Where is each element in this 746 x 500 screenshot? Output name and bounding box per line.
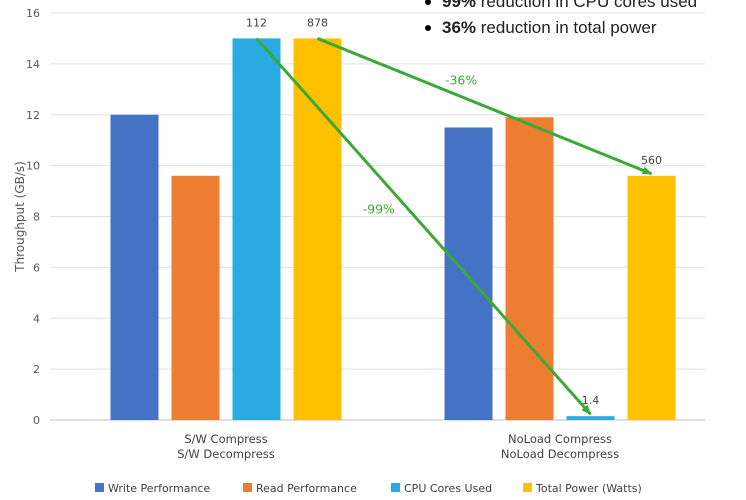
y-tick-label: 10 — [26, 160, 40, 173]
y-tick-label: 2 — [33, 363, 40, 376]
bullet-text: reduction in CPU cores used — [476, 0, 697, 11]
bullet-emphasis: 36% — [442, 18, 476, 37]
gridlines — [50, 12, 705, 421]
annotations: -99% -36% — [255, 37, 653, 416]
y-tick-label: 16 — [26, 7, 40, 20]
bar — [566, 416, 615, 420]
change-annotation-label: -36% — [445, 73, 477, 88]
y-tick-label: 12 — [26, 109, 40, 122]
data-labels: 112 1.4 878 560 — [246, 16, 662, 407]
data-label: 560 — [641, 154, 662, 167]
legend-swatch — [391, 483, 400, 492]
y-axis-label: Throughput (GB/s) — [13, 161, 27, 273]
bar — [444, 127, 493, 420]
change-annotation-label: -99% — [363, 202, 395, 217]
bullet-note: 99% reduction in CPU cores used — [442, 0, 697, 11]
y-tick-label: 8 — [33, 211, 40, 224]
category-label: NoLoad Decompress — [501, 447, 619, 461]
category-label: S/W Decompress — [177, 447, 275, 461]
bullet-dot — [425, 25, 431, 31]
bars — [110, 38, 676, 420]
bar — [232, 38, 281, 420]
y-tick-label: 4 — [33, 312, 40, 325]
bar — [627, 175, 676, 420]
legend-label: CPU Cores Used — [404, 482, 492, 495]
legend-swatch — [95, 483, 104, 492]
bullet-emphasis: 99% — [442, 0, 476, 11]
bullet-note: 36% reduction in total power — [442, 18, 657, 37]
change-arrow — [316, 37, 653, 176]
legend-label: Write Performance — [108, 482, 210, 495]
y-tick-label: 0 — [33, 414, 40, 427]
bar — [293, 38, 342, 420]
legend: Write Performance Read Performance CPU Cor… — [95, 482, 642, 495]
change-arrow — [255, 37, 592, 416]
bullet-text: reduction in total power — [476, 18, 657, 37]
data-label: 878 — [307, 16, 328, 29]
legend-swatch — [243, 483, 252, 492]
y-axis-ticks: 0 2 4 6 8 10 12 14 16 — [26, 7, 40, 427]
bullet-dot — [425, 0, 431, 5]
legend-swatch — [523, 483, 532, 492]
y-tick-label: 14 — [26, 58, 40, 71]
category-label: NoLoad Compress — [508, 432, 612, 446]
legend-label: Read Performance — [256, 482, 357, 495]
bar — [171, 175, 220, 420]
bar — [110, 114, 159, 420]
bar — [505, 117, 554, 420]
legend-label: Total Power (Watts) — [535, 482, 642, 495]
data-label: 112 — [246, 16, 267, 29]
y-tick-label: 6 — [33, 261, 40, 274]
category-label: S/W Compress — [184, 432, 267, 446]
data-label: 1.4 — [582, 394, 600, 407]
